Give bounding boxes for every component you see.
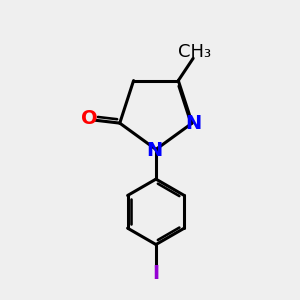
Text: N: N — [185, 114, 202, 133]
Text: CH₃: CH₃ — [178, 43, 211, 61]
Text: I: I — [152, 264, 160, 283]
Text: N: N — [146, 141, 163, 160]
Text: O: O — [81, 109, 98, 128]
